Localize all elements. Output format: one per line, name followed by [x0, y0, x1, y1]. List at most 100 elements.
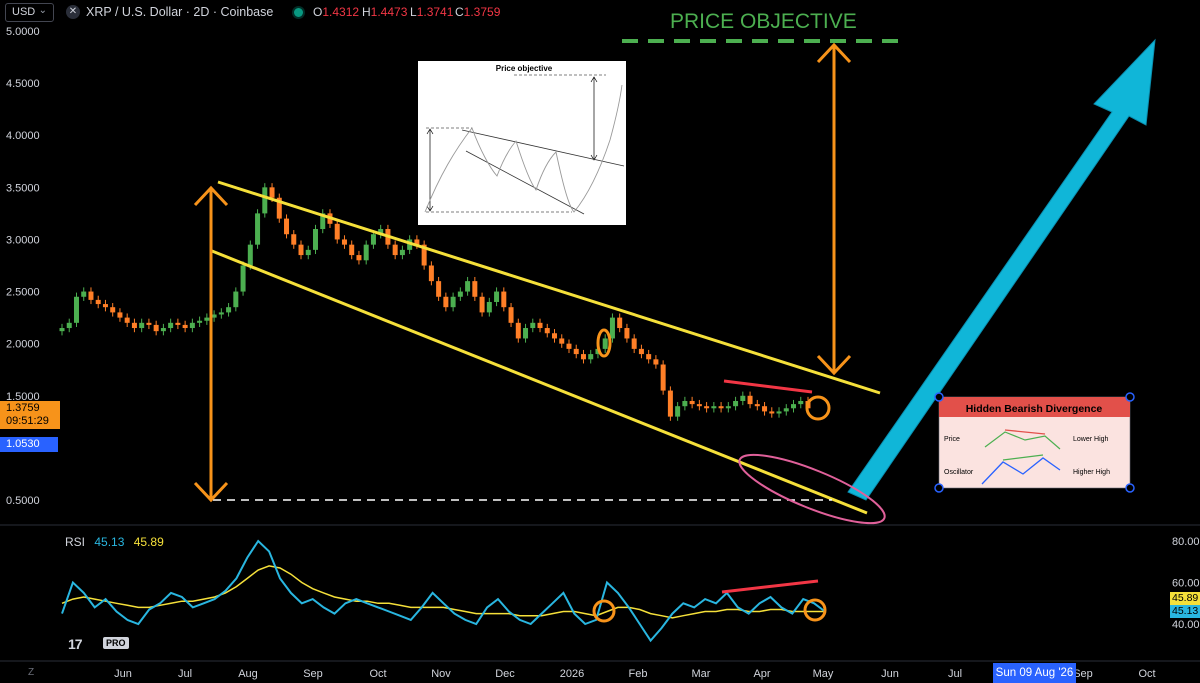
candle-body: [66, 322, 72, 329]
time-tick-label: Apr: [753, 668, 770, 680]
time-tick-label: Feb: [629, 668, 648, 680]
rsi-legend-value: 45.13: [94, 535, 125, 549]
candle-body: [349, 244, 355, 256]
time-tick-label: Jun: [881, 668, 899, 680]
candle-body: [624, 328, 630, 339]
rsi-ma-line: [61, 565, 825, 619]
candle-body: [255, 213, 261, 245]
candle-body: [508, 307, 514, 323]
candle-body: [392, 244, 398, 256]
rsi-divergence-line[interactable]: [721, 579, 819, 594]
channel-upper-line[interactable]: [217, 180, 881, 395]
price-divergence-line[interactable]: [723, 379, 813, 394]
objective-height-arrow[interactable]: [816, 42, 852, 376]
candle-body: [124, 317, 130, 323]
candle-body: [139, 322, 145, 329]
candle-body: [226, 307, 232, 313]
candle-body: [718, 406, 724, 409]
candle-body: [262, 187, 268, 214]
rsi-circle-2[interactable]: [803, 598, 827, 622]
candle-body: [414, 239, 420, 245]
candle-body: [769, 411, 775, 414]
candle-body: [762, 406, 768, 412]
big-breakout-arrow[interactable]: [847, 38, 1156, 501]
candle-body: [747, 395, 753, 405]
time-tick-label: Jul: [178, 668, 192, 680]
candle-body: [682, 400, 688, 407]
zoom-reset-button[interactable]: Z: [28, 667, 35, 678]
candle-body: [631, 338, 637, 349]
candle-body: [298, 244, 304, 256]
flagpole-height-arrow[interactable]: [193, 185, 229, 503]
candle-body: [566, 343, 572, 349]
candle-body: [602, 338, 608, 349]
candle-body: [73, 296, 79, 323]
candle-body: [798, 400, 804, 405]
candle-body: [312, 229, 318, 250]
time-tick-label: Jun: [114, 668, 132, 680]
rsi-axis[interactable]: 80.00 60.00 40.00: [1172, 536, 1200, 631]
candle-body: [370, 234, 376, 245]
bar-countdown: 09:51:29: [6, 415, 49, 427]
price-axis[interactable]: 5.0000 4.5000 4.0000 3.5000 3.0000 2.5000 2.00…: [6, 26, 40, 507]
blue-price-tag: 1.0530: [0, 437, 58, 452]
candle-body: [472, 281, 478, 297]
current-price-value: 1.3759: [6, 402, 40, 414]
candle-body: [696, 404, 702, 407]
inset-title: Price objective: [496, 64, 553, 73]
xrp-logo-icon: ✕: [66, 5, 80, 19]
candle-body: [791, 404, 797, 409]
candle-body: [501, 291, 507, 308]
candle-body: [218, 312, 224, 315]
candle-body: [189, 322, 195, 329]
candle-body: [740, 395, 746, 401]
candle-body: [609, 317, 615, 339]
currency-selector[interactable]: USD ⌄: [5, 3, 54, 22]
candle-body: [117, 312, 123, 318]
hidden-bearish-divergence-inset[interactable]: Hidden Bearish Divergence Price Oscillat…: [934, 392, 1135, 493]
tradingview-logo[interactable]: 17: [68, 636, 83, 652]
candle-body: [580, 354, 586, 360]
candle-body: [240, 265, 246, 292]
candle-body: [153, 324, 159, 332]
price-tick-label: 1.5000: [6, 391, 40, 403]
candle-body: [334, 223, 340, 240]
candle-body: [660, 364, 666, 391]
market-status-icon[interactable]: [294, 8, 303, 17]
breakout-zone-ellipse[interactable]: [733, 442, 892, 536]
candle-body: [573, 348, 579, 355]
time-tick-label: Dec: [495, 668, 515, 680]
candle-body: [233, 291, 239, 308]
candle-body: [131, 322, 137, 329]
symbol-title[interactable]: XRP / U.S. Dollar · 2D · Coinbase: [86, 5, 274, 19]
time-axis[interactable]: Jun Jul Aug Sep Oct Nov Dec 2026 Feb Mar Apr May Jun…: [114, 668, 1155, 680]
ohlc-low: L1.3741: [410, 5, 454, 19]
candle-body: [182, 324, 188, 329]
divergence-price-label: Price: [944, 436, 960, 443]
candle-body: [428, 265, 434, 282]
candle-body: [704, 406, 710, 409]
candle-body: [559, 338, 565, 344]
candle-body: [465, 281, 471, 292]
time-tick-label: Nov: [431, 668, 451, 680]
candle-body: [515, 322, 521, 339]
candle-body: [399, 249, 405, 256]
channel-lower-line[interactable]: [211, 249, 868, 515]
price-objective-label: PRICE OBJECTIVE: [670, 10, 857, 33]
price-circle-1[interactable]: [596, 328, 612, 358]
time-tick-label: May: [813, 668, 834, 680]
price-circle-2[interactable]: [805, 395, 831, 421]
time-tick-label: Sep: [1073, 668, 1093, 680]
candle-body: [667, 390, 673, 417]
rsi-legend[interactable]: RSI 45.13 45.89: [65, 535, 164, 549]
candle-body: [733, 400, 739, 407]
candle-body: [197, 320, 203, 323]
price-tick-label: 5.0000: [6, 26, 40, 38]
current-price-tag: 1.3759 09:51:29: [0, 401, 60, 429]
rsi-circle-1[interactable]: [592, 599, 616, 623]
candle-body: [783, 408, 789, 412]
rsi-line: [61, 539, 826, 643]
price-objective-inset[interactable]: Price objective: [418, 61, 626, 225]
